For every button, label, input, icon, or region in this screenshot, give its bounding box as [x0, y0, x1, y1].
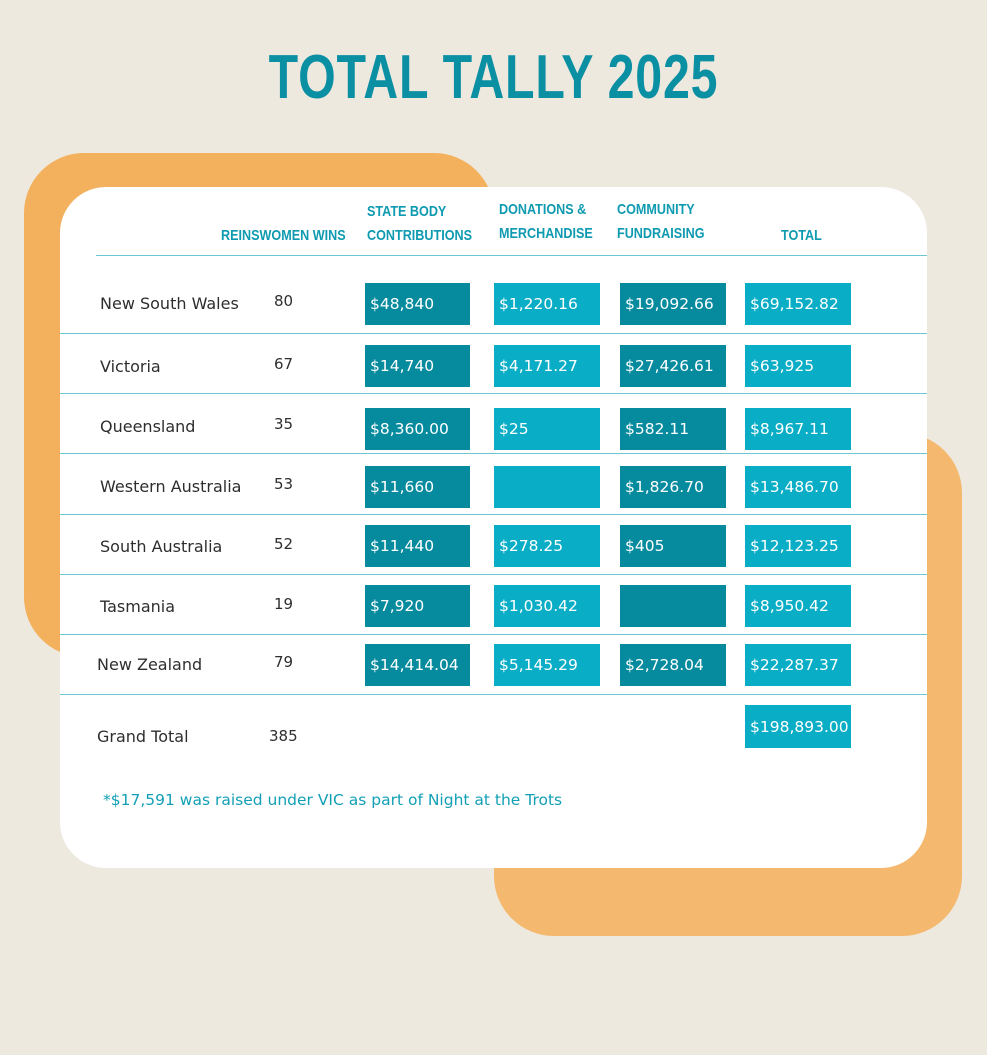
- header-community-fundraising: COMMUNITY FUNDRAISING: [617, 201, 705, 242]
- cell-total: $8,950.42: [745, 585, 851, 627]
- cell-state: $11,440: [365, 525, 470, 567]
- cell-community: $27,426.61: [620, 345, 726, 387]
- cell-total: $8,967.11: [745, 408, 851, 450]
- row-wins-value: 67: [274, 355, 294, 373]
- row-wins-value: 53: [274, 475, 294, 493]
- cell-community: $405: [620, 525, 726, 567]
- row-region-label: Western Australia: [100, 477, 242, 496]
- cell-total: $22,287.37: [745, 644, 851, 686]
- header-reinswomen-wins: REINSWOMEN WINS: [221, 227, 346, 244]
- cell-donations: $1,030.42: [494, 585, 600, 627]
- row-wins-value: 52: [274, 535, 294, 553]
- grand-total-label: Grand Total: [97, 727, 189, 746]
- cell-total: $63,925: [745, 345, 851, 387]
- cell-donations: $25: [494, 408, 600, 450]
- cell-state: $14,740: [365, 345, 470, 387]
- row-region-label: New Zealand: [97, 655, 203, 674]
- grand-total-wins: 385: [269, 727, 298, 745]
- row-region-label: South Australia: [100, 537, 223, 556]
- row-wins-value: 19: [274, 595, 294, 613]
- header-donations-merchandise: DONATIONS & MERCHANDISE: [499, 201, 593, 242]
- row-region-label: Tasmania: [100, 597, 176, 616]
- row-divider: [60, 333, 927, 334]
- cell-community: $582.11: [620, 408, 726, 450]
- header-state-body-contributions: STATE BODY CONTRIBUTIONS: [367, 203, 472, 244]
- cell-state: $7,920: [365, 585, 470, 627]
- header-total: TOTAL: [781, 227, 822, 244]
- cell-state: $11,660: [365, 466, 470, 508]
- grand-total-amount: $198,893.00: [745, 705, 851, 748]
- cell-state: $48,840: [365, 283, 470, 325]
- cell-donations: [494, 466, 600, 508]
- cell-total: $69,152.82: [745, 283, 851, 325]
- footnote: *$17,591 was raised under VIC as part of…: [103, 791, 563, 809]
- cell-donations: $1,220.16: [494, 283, 600, 325]
- cell-community: $2,728.04: [620, 644, 726, 686]
- cell-donations: $5,145.29: [494, 644, 600, 686]
- row-wins-value: 35: [274, 415, 294, 433]
- row-divider: [60, 514, 927, 515]
- cell-total: $13,486.70: [745, 466, 851, 508]
- page-title: TOTAL TALLY 2025: [268, 43, 719, 112]
- cell-total: $12,123.25: [745, 525, 851, 567]
- row-wins-value: 79: [274, 653, 294, 671]
- row-region-label: New South Wales: [100, 294, 239, 313]
- tally-table-card: REINSWOMEN WINS STATE BODY CONTRIBUTIONS…: [60, 187, 927, 868]
- cell-state: $8,360.00: [365, 408, 470, 450]
- cell-community: $19,092.66: [620, 283, 726, 325]
- row-divider: [60, 694, 927, 695]
- cell-community: $1,826.70: [620, 466, 726, 508]
- row-wins-value: 80: [274, 292, 294, 310]
- cell-donations: $278.25: [494, 525, 600, 567]
- row-region-label: Queensland: [100, 417, 196, 436]
- header-divider: [96, 255, 927, 256]
- cell-state: $14,414.04: [365, 644, 470, 686]
- cell-donations: $4,171.27: [494, 345, 600, 387]
- row-divider: [60, 574, 927, 575]
- row-region-label: Victoria: [100, 357, 161, 376]
- cell-community: [620, 585, 726, 627]
- row-divider: [60, 634, 927, 635]
- row-divider: [60, 453, 927, 454]
- row-divider: [60, 393, 927, 394]
